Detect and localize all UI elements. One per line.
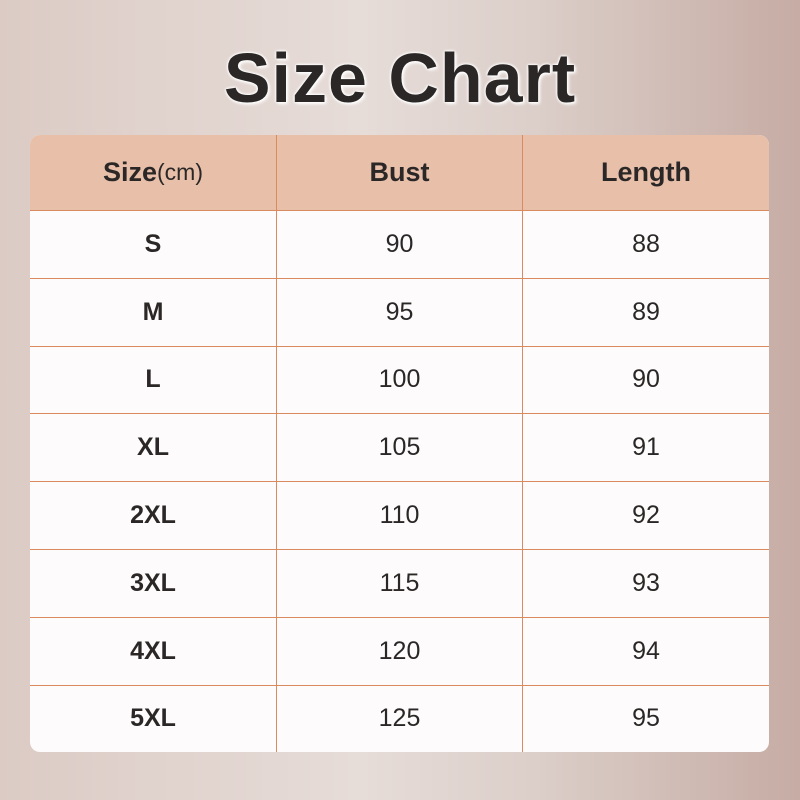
bust-cell: 100	[276, 346, 522, 414]
header-bust: Bust	[276, 135, 522, 210]
table-row: M 95 89	[30, 277, 769, 346]
size-cell: XL	[137, 433, 169, 462]
table-row: 5XL 125 95	[30, 684, 769, 752]
bust-cell: 95	[276, 278, 522, 346]
page-title: Size Chart	[223, 39, 577, 117]
size-cell: 3XL	[130, 568, 176, 597]
bust-cell: 90	[276, 211, 522, 278]
bust-cell: 120	[276, 617, 522, 685]
bust-cell: 125	[276, 685, 522, 752]
table-row: 4XL 120 94	[30, 616, 769, 685]
size-cell: M	[142, 297, 164, 326]
length-cell: 88	[522, 211, 769, 278]
header-length: Length	[522, 135, 769, 210]
table-row: L 100 90	[30, 345, 769, 414]
length-cell: 93	[522, 549, 769, 617]
size-cell: L	[145, 365, 161, 394]
size-cell: 2XL	[130, 501, 176, 530]
header-size-label: Size	[102, 157, 158, 187]
bust-cell: 115	[276, 549, 522, 617]
header-size: Size (cm)	[30, 135, 276, 210]
size-table: Size (cm) Bust Length S 90 88 M 95 89 L 100 90 XL 1…	[30, 135, 769, 752]
table-row: S 90 88	[30, 210, 769, 278]
length-cell: 95	[522, 685, 769, 752]
size-cell: S	[144, 229, 162, 258]
table-row: XL 105 91	[30, 413, 769, 482]
table-header-row: Size (cm) Bust Length	[30, 135, 769, 210]
bust-cell: 105	[276, 414, 522, 482]
length-cell: 94	[522, 617, 769, 685]
header-size-unit: (cm)	[157, 159, 203, 185]
length-cell: 92	[522, 482, 769, 549]
length-cell: 89	[522, 278, 769, 346]
length-cell: 90	[522, 346, 769, 414]
bust-cell: 110	[276, 482, 522, 549]
size-cell: 4XL	[130, 636, 176, 665]
length-cell: 91	[522, 414, 769, 482]
table-row: 2XL 110 92	[30, 481, 769, 549]
size-cell: 5XL	[130, 704, 176, 733]
table-row: 3XL 115 93	[30, 548, 769, 617]
